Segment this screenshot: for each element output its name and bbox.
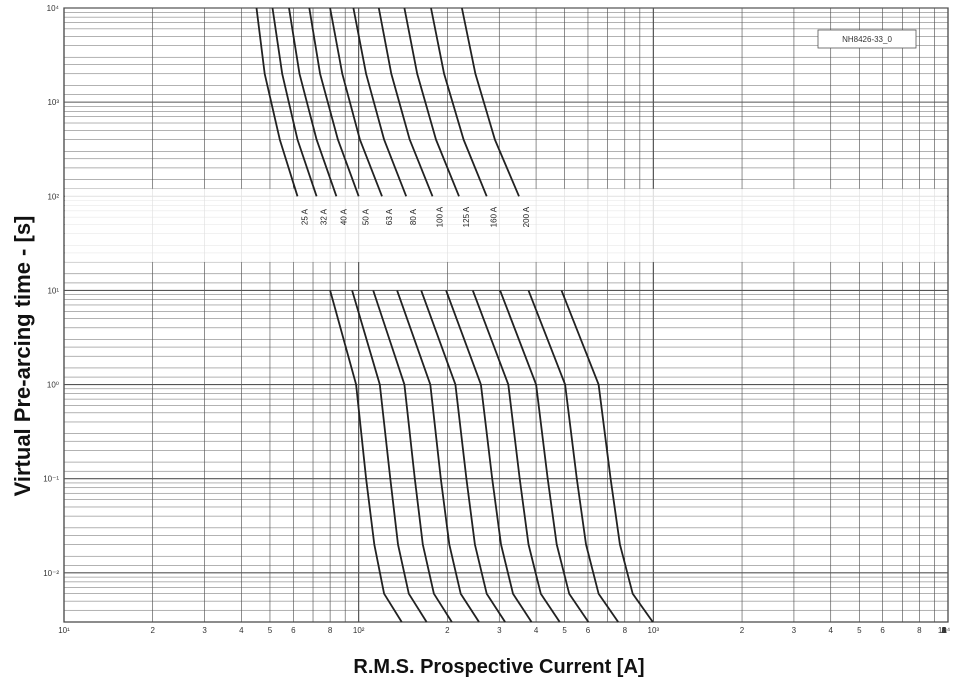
x-tick-label: 2 [942, 626, 947, 635]
x-tick-label: 10³ [648, 626, 660, 635]
series-line [308, 7, 360, 197]
series-label: 25 A [301, 208, 310, 225]
series-label: 160 A [490, 206, 499, 227]
y-tick-label: 10³ [47, 98, 59, 107]
band-background [65, 188, 947, 263]
series-line [351, 290, 428, 623]
series-line [499, 290, 590, 623]
series-line [329, 290, 403, 623]
y-tick-label: 10⁻¹ [43, 475, 59, 484]
x-tick-label: 8 [328, 626, 333, 635]
x-tick-label: 6 [942, 626, 947, 635]
x-tick-label: 4 [239, 626, 244, 635]
series-label: 63 A [385, 208, 394, 225]
x-tick-label: 6 [291, 626, 296, 635]
x-tick-label: 3 [942, 626, 947, 635]
series-line [377, 7, 434, 197]
series-label: 40 A [339, 208, 348, 225]
legend: NH8426-33_0 [817, 29, 917, 49]
legend-box [817, 29, 917, 49]
x-tick-label: 4 [942, 626, 947, 635]
x-tick-label: 8 [623, 626, 628, 635]
x-tick-label: 3 [792, 626, 797, 635]
series-line [527, 290, 619, 623]
x-axis-label: R.M.S. Prospective Current [A] [353, 656, 644, 678]
x-tick-label: 2 [150, 626, 155, 635]
x-tick-label: 6 [586, 626, 591, 635]
x-tick-label: 4 [534, 626, 539, 635]
y-tick-label: 10⁰ [47, 381, 59, 390]
series-labels: 25 A 32 A 40 A 50 A 63 A 80 A 100 A 125 A 160 A 2… [301, 206, 532, 227]
series-line [352, 7, 408, 197]
x-tick-label: 5 [562, 626, 567, 635]
series-line [271, 7, 318, 197]
x-tick-label: 2 [740, 626, 745, 635]
x-tick-label: 6 [880, 626, 885, 635]
series-label: 125 A [462, 206, 471, 227]
legend-label: NH8426-33_0 [842, 35, 892, 44]
series-label: 100 A [436, 206, 445, 227]
x-tick-label: 5 [268, 626, 273, 635]
series-line [372, 290, 453, 623]
x-tick-label: 5 [857, 626, 862, 635]
x-tick-label: 4 [828, 626, 833, 635]
series-label: 50 A [362, 208, 371, 225]
series-line [403, 7, 460, 197]
series-line [445, 290, 533, 623]
label-band [65, 188, 947, 263]
series-line [461, 7, 520, 197]
x-tick-label: 10⁴ [938, 626, 951, 635]
series-line [560, 290, 654, 623]
series-line [396, 290, 480, 623]
y-tick-label: 10² [47, 192, 59, 201]
series-line [471, 290, 561, 623]
x-tick-label: 3 [202, 626, 207, 635]
series-line [329, 7, 383, 197]
series-line [420, 290, 506, 623]
series-label: 80 A [409, 208, 418, 225]
series-label: 32 A [320, 208, 329, 225]
y-tick-labels: 10⁴ 10³ 10² 10¹ 10⁰ 10⁻¹ 10⁻² [43, 4, 59, 578]
x-tick-label: 10² [353, 626, 365, 635]
x-tick-label: 1 [942, 626, 947, 635]
series-line [255, 7, 299, 197]
series-line [430, 7, 488, 197]
x-tick-label: 3 [497, 626, 502, 635]
y-tick-label: 10¹ [47, 286, 59, 295]
y-tick-label: 10⁴ [47, 4, 60, 13]
x-tick-label: A [941, 626, 947, 635]
y-tick-label: 10⁻² [43, 569, 59, 578]
series-label: 200 A [522, 206, 531, 227]
x-tick-label: 5 [942, 626, 947, 635]
x-tick-label: 8 [917, 626, 922, 635]
x-tick-label: 8 [942, 626, 947, 635]
x-tick-label: 2 [445, 626, 450, 635]
plot-frame [63, 7, 949, 623]
series-line [288, 7, 338, 197]
grid [63, 7, 949, 623]
series-lines [255, 7, 654, 623]
y-axis-label: Virtual Pre-arcing time - [s] [10, 216, 35, 497]
x-tick-label: 10¹ [58, 626, 70, 635]
